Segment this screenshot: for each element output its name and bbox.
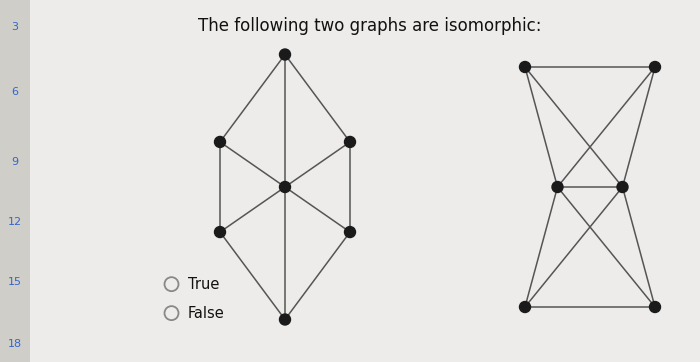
Text: True: True [188, 277, 219, 292]
Circle shape [214, 227, 225, 237]
Circle shape [519, 302, 531, 312]
Circle shape [344, 136, 356, 147]
Circle shape [279, 49, 290, 60]
Circle shape [214, 136, 225, 147]
Circle shape [650, 62, 661, 72]
Text: 18: 18 [8, 339, 22, 349]
Text: 6: 6 [11, 87, 18, 97]
Text: 12: 12 [8, 217, 22, 227]
Circle shape [552, 181, 563, 193]
Text: 3: 3 [11, 22, 18, 32]
Circle shape [650, 302, 661, 312]
Text: False: False [188, 306, 224, 321]
Text: The following two graphs are isomorphic:: The following two graphs are isomorphic: [198, 17, 542, 35]
Text: 9: 9 [11, 157, 19, 167]
FancyBboxPatch shape [0, 0, 30, 362]
Circle shape [344, 227, 356, 237]
Circle shape [279, 314, 290, 325]
Circle shape [519, 62, 531, 72]
Circle shape [617, 181, 628, 193]
FancyBboxPatch shape [30, 0, 700, 362]
Text: 15: 15 [8, 277, 22, 287]
Circle shape [279, 181, 290, 193]
